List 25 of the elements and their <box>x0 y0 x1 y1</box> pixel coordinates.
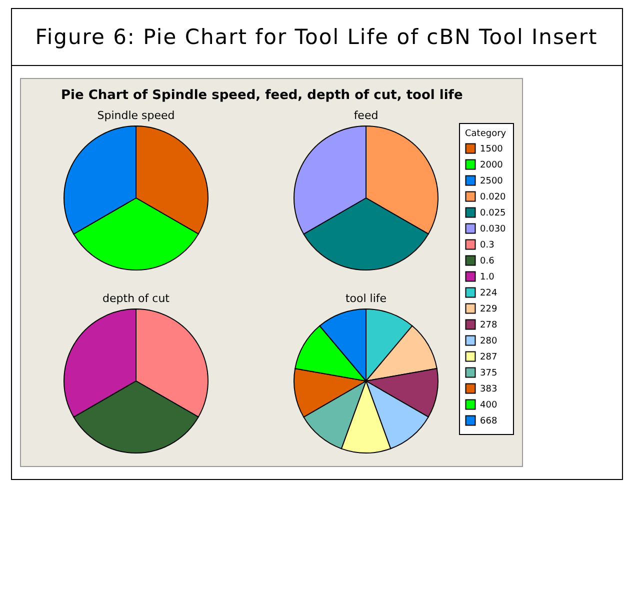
text: tool life <box>344 292 386 305</box>
text: depth of cut <box>102 292 170 305</box>
legend-label: 668 <box>480 416 497 426</box>
legend-label: 0.6 <box>480 256 494 266</box>
legend-label: 0.030 <box>480 224 506 234</box>
legend-label: 1.0 <box>480 272 494 282</box>
text: Pie Chart of Spindle speed, feed, depth of cut, tool life <box>60 88 462 103</box>
legend-label: 224 <box>480 288 497 298</box>
chart-title: feed <box>353 109 378 122</box>
legend-label: 280 <box>480 336 497 346</box>
legend-label: 400 <box>480 400 497 410</box>
chart-title: Spindle speed <box>96 109 174 122</box>
legend-label: 0.025 <box>480 208 506 218</box>
legend-label: 2000 <box>480 160 503 170</box>
legend-label: 0.020 <box>480 192 506 202</box>
legend-label: 2500 <box>480 176 503 186</box>
legend-label: 1500 <box>480 144 503 154</box>
legend-label: 278 <box>480 320 497 330</box>
legend-title: Category <box>464 129 506 139</box>
legend-label: 229 <box>480 304 497 314</box>
legend-label: 383 <box>480 384 497 394</box>
legend-label: 287 <box>480 352 497 362</box>
text: Figure 6: Pie Chart for Tool Life of cBN Tool Insert <box>12 9 622 66</box>
legend-label: 0.3 <box>480 240 494 250</box>
legend-label: 375 <box>480 368 497 378</box>
